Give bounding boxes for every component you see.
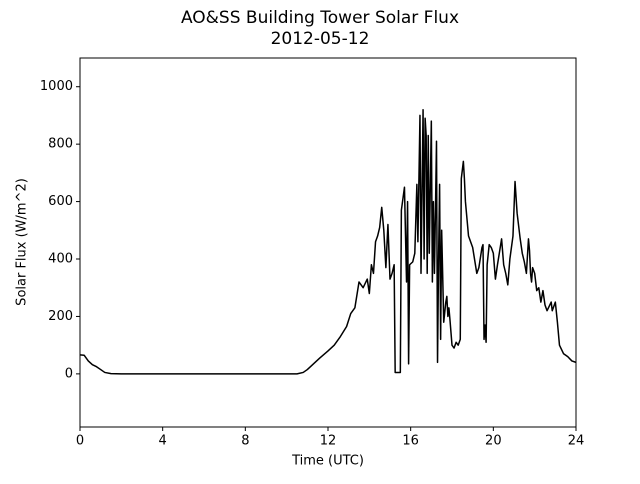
y-tick-label: 600: [48, 194, 73, 209]
x-axis-label: Time (UTC): [291, 454, 364, 469]
x-tick-label: 8: [241, 434, 249, 449]
data-line: [79, 108, 577, 375]
x-tick-label: 20: [485, 434, 502, 449]
y-tick-label: 0: [65, 366, 73, 381]
chart-subtitle: 2012-05-12: [271, 29, 370, 49]
x-tick-label: 16: [402, 434, 419, 449]
chart-title: AO&SS Building Tower Solar Flux: [181, 8, 459, 28]
y-tick-label: 800: [48, 137, 73, 152]
y-tick-label: 400: [48, 252, 73, 267]
x-tick-label: 12: [320, 434, 337, 449]
x-tick-label: 4: [159, 434, 167, 449]
y-tick-label: 200: [48, 309, 73, 324]
x-tick-label: 0: [76, 434, 84, 449]
y-tick-label: 1000: [40, 79, 73, 94]
plot-frame: [79, 57, 577, 428]
y-axis-label: Solar Flux (W/m^2): [15, 178, 30, 306]
x-tick-label: 24: [568, 434, 585, 449]
